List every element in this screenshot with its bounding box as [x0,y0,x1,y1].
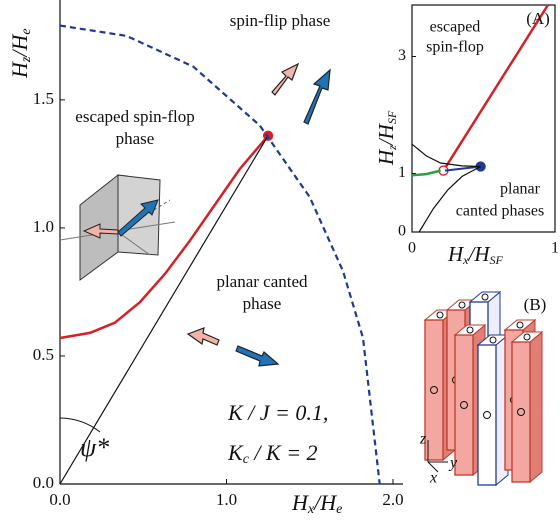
spin-symbol [458,301,466,309]
spin-symbol [489,336,497,344]
slab-face [424,319,444,461]
annotation: planar [500,181,541,198]
x-tick-label: 1.0 [216,490,237,509]
y-tick-label: 1.5 [33,89,54,108]
series-line [411,169,441,177]
spin-arrows [186,62,331,367]
axis-name: x [429,470,437,487]
annotation: planar canted [216,272,308,291]
panel-label: (B) [524,295,547,314]
annotation: Kc / K = 2 [227,440,318,467]
x-axis-label: Hx/HSF [447,242,504,267]
series-line [442,4,549,172]
series-line [59,134,270,340]
annotation: spin-flip phase [230,11,331,30]
axis-name: y [448,455,458,472]
spin-symbol [436,311,444,319]
x-tick-label: 0 [408,240,416,257]
spin-symbol [483,411,491,419]
annotation: spin-flop [426,39,484,56]
annotation: phase [243,294,282,313]
inset-plot: 0 1 0 1 3 [398,4,559,257]
slab-face [477,344,497,486]
x-tick-label: 2.0 [382,490,403,509]
spin-symbol [523,333,531,341]
y-tick-label: 0.0 [33,473,54,492]
slab-side [529,330,543,484]
coordinate-axes [427,440,448,473]
series-line [59,135,269,485]
plot-frame [411,4,556,233]
series-line [444,165,481,172]
annotation: phase [116,129,155,148]
series-line [59,24,381,485]
main-plot: 0.0 1.0 2.0 0.0 0.5 1.0 1.5 [33,0,404,509]
annotation: escaped spin-flop [75,107,194,126]
spin-symbol [466,326,474,334]
panel-label: (A) [526,9,550,28]
x-tick-label: 1 [551,240,559,257]
spin-symbol [517,408,525,416]
y-tick-label: 1 [398,164,406,181]
angle-label: ψ* [80,433,109,462]
y-tick-label: 0 [398,223,406,240]
y-axis-label: Hz/He [7,28,34,79]
annotation: K / J = 0.1, [227,400,328,425]
y-tick-label: 0.5 [33,345,54,364]
slab-face [511,341,531,483]
angle-arc [59,417,101,433]
x-axis-label: Hx/He [291,490,342,517]
spin-symbol [460,401,468,409]
y-axis-label: Hz/HSF [374,110,399,166]
y-tick-label: 3 [398,47,406,64]
series-line [418,165,481,233]
annotation: canted phases [456,203,544,220]
annotation: escaped [430,19,481,36]
slab-face [454,334,474,476]
slab-diagram [423,290,544,487]
y-tick-label: 1.0 [33,217,54,236]
spin-symbol [481,293,489,301]
spin-symbol [516,321,524,329]
spin-symbol [430,386,438,394]
series-line [411,143,481,168]
spin-schematic [59,173,176,281]
axis-name: z [419,431,427,448]
x-tick-label: 0.0 [49,490,70,509]
